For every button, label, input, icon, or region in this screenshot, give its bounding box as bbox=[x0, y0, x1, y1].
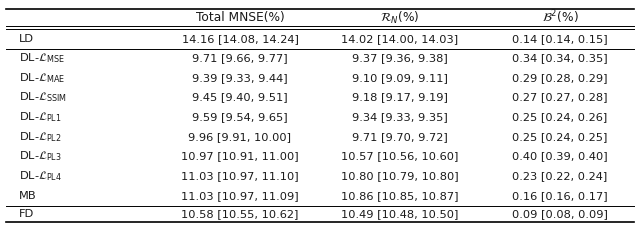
Text: 9.45 [9.40, 9.51]: 9.45 [9.40, 9.51] bbox=[192, 93, 288, 103]
Text: $\mathcal{R}_{N}(\%)$: $\mathcal{R}_{N}(\%)$ bbox=[380, 10, 420, 26]
Text: 10.80 [10.79, 10.80]: 10.80 [10.79, 10.80] bbox=[341, 171, 459, 181]
Text: 9.71 [9.70, 9.72]: 9.71 [9.70, 9.72] bbox=[352, 132, 448, 142]
Text: DL-$\mathcal{L}_{\mathrm{MAE}}$: DL-$\mathcal{L}_{\mathrm{MAE}}$ bbox=[19, 71, 65, 85]
Text: 9.71 [9.66, 9.77]: 9.71 [9.66, 9.77] bbox=[192, 53, 288, 63]
Text: 9.59 [9.54, 9.65]: 9.59 [9.54, 9.65] bbox=[192, 112, 288, 122]
Text: 9.10 [9.09, 9.11]: 9.10 [9.09, 9.11] bbox=[352, 73, 448, 83]
Text: 0.40 [0.39, 0.40]: 0.40 [0.39, 0.40] bbox=[512, 151, 608, 161]
Text: DL-$\mathcal{L}_{\mathrm{SSIM}}$: DL-$\mathcal{L}_{\mathrm{SSIM}}$ bbox=[19, 91, 67, 104]
Text: 0.16 [0.16, 0.17]: 0.16 [0.16, 0.17] bbox=[512, 191, 608, 201]
Text: DL-$\mathcal{L}_{\mathrm{PL4}}$: DL-$\mathcal{L}_{\mathrm{PL4}}$ bbox=[19, 169, 62, 183]
Text: 0.29 [0.28, 0.29]: 0.29 [0.28, 0.29] bbox=[512, 73, 608, 83]
Text: 0.23 [0.22, 0.24]: 0.23 [0.22, 0.24] bbox=[513, 171, 607, 181]
Text: 10.58 [10.55, 10.62]: 10.58 [10.55, 10.62] bbox=[181, 209, 299, 219]
Text: 9.37 [9.36, 9.38]: 9.37 [9.36, 9.38] bbox=[352, 53, 448, 63]
Text: 0.25 [0.24, 0.25]: 0.25 [0.24, 0.25] bbox=[512, 132, 608, 142]
Text: 10.57 [10.56, 10.60]: 10.57 [10.56, 10.60] bbox=[341, 151, 459, 161]
Text: 10.97 [10.91, 11.00]: 10.97 [10.91, 11.00] bbox=[181, 151, 299, 161]
Text: DL-$\mathcal{L}_{\mathrm{PL2}}$: DL-$\mathcal{L}_{\mathrm{PL2}}$ bbox=[19, 130, 62, 144]
Text: FD: FD bbox=[19, 209, 35, 219]
Text: 11.03 [10.97, 11.09]: 11.03 [10.97, 11.09] bbox=[181, 191, 299, 201]
Text: 0.14 [0.14, 0.15]: 0.14 [0.14, 0.15] bbox=[512, 34, 608, 44]
Text: DL-$\mathcal{L}_{\mathrm{MSE}}$: DL-$\mathcal{L}_{\mathrm{MSE}}$ bbox=[19, 52, 65, 65]
Text: 10.86 [10.85, 10.87]: 10.86 [10.85, 10.87] bbox=[341, 191, 459, 201]
Text: $\mathcal{B}^2(\%)$: $\mathcal{B}^2(\%)$ bbox=[541, 9, 579, 26]
Text: MB: MB bbox=[19, 191, 37, 201]
Text: Total MNSE(%): Total MNSE(%) bbox=[196, 11, 284, 24]
Text: 9.34 [9.33, 9.35]: 9.34 [9.33, 9.35] bbox=[352, 112, 448, 122]
Text: DL-$\mathcal{L}_{\mathrm{PL1}}$: DL-$\mathcal{L}_{\mathrm{PL1}}$ bbox=[19, 110, 62, 124]
Text: DL-$\mathcal{L}_{\mathrm{PL3}}$: DL-$\mathcal{L}_{\mathrm{PL3}}$ bbox=[19, 150, 62, 163]
Text: 0.25 [0.24, 0.26]: 0.25 [0.24, 0.26] bbox=[513, 112, 607, 122]
Text: 0.34 [0.34, 0.35]: 0.34 [0.34, 0.35] bbox=[512, 53, 608, 63]
Text: 9.39 [9.33, 9.44]: 9.39 [9.33, 9.44] bbox=[192, 73, 288, 83]
Text: LD: LD bbox=[19, 34, 34, 44]
Text: 9.18 [9.17, 9.19]: 9.18 [9.17, 9.19] bbox=[352, 93, 448, 103]
Text: 11.03 [10.97, 11.10]: 11.03 [10.97, 11.10] bbox=[181, 171, 299, 181]
Text: 14.02 [14.00, 14.03]: 14.02 [14.00, 14.03] bbox=[341, 34, 459, 44]
Text: 9.96 [9.91, 10.00]: 9.96 [9.91, 10.00] bbox=[189, 132, 291, 142]
Text: 14.16 [14.08, 14.24]: 14.16 [14.08, 14.24] bbox=[182, 34, 298, 44]
Text: 0.27 [0.27, 0.28]: 0.27 [0.27, 0.28] bbox=[512, 93, 608, 103]
Text: 0.09 [0.08, 0.09]: 0.09 [0.08, 0.09] bbox=[512, 209, 608, 219]
Text: 10.49 [10.48, 10.50]: 10.49 [10.48, 10.50] bbox=[341, 209, 459, 219]
